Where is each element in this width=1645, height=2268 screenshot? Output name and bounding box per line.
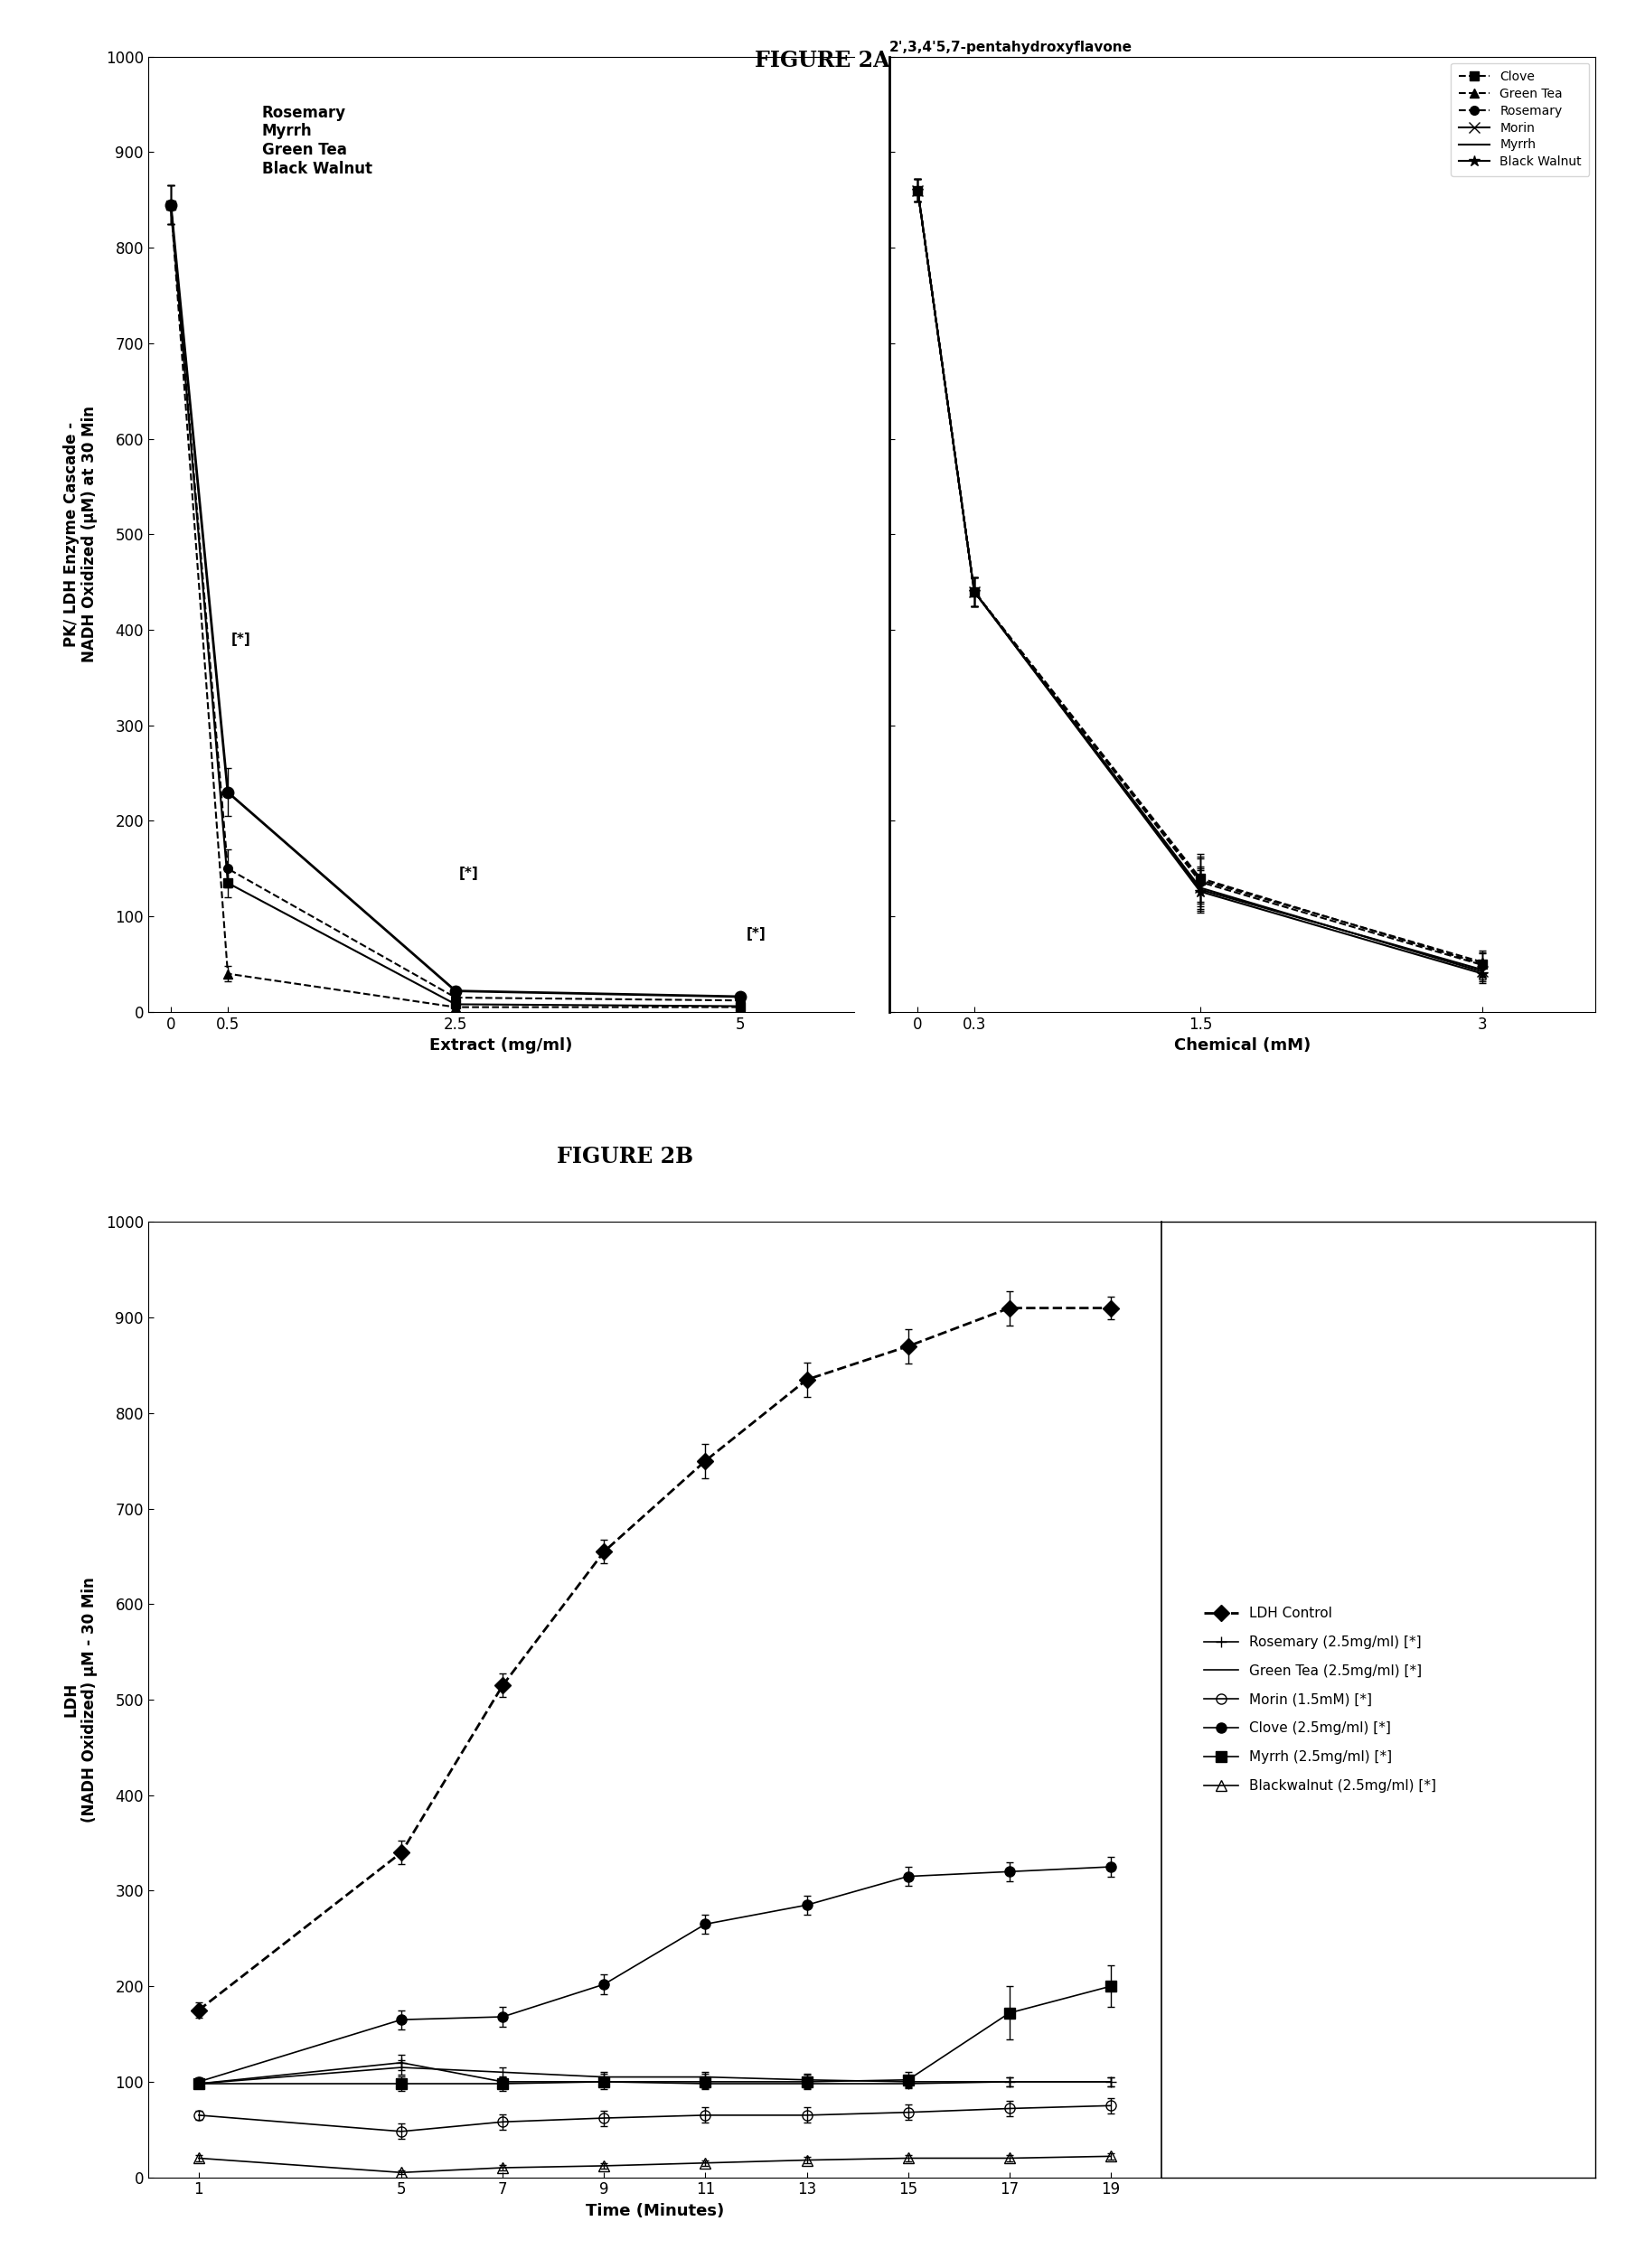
Text: 2',3,4'5,7-pentahydroxyflavone: 2',3,4'5,7-pentahydroxyflavone: [890, 41, 1133, 54]
X-axis label: Chemical (mM): Chemical (mM): [1175, 1036, 1311, 1055]
X-axis label: Extract (mg/ml): Extract (mg/ml): [429, 1036, 572, 1055]
Text: [*]: [*]: [232, 633, 250, 646]
Y-axis label: PK/ LDH Enzyme Cascade -
NADH Oxidized (μM) at 30 Min: PK/ LDH Enzyme Cascade - NADH Oxidized (…: [63, 406, 99, 662]
Legend: Clove, Green Tea, Rosemary, Morin, Myrrh, Black Walnut: Clove, Green Tea, Rosemary, Morin, Myrrh…: [1451, 64, 1589, 177]
Text: [*]: [*]: [745, 928, 765, 941]
Text: [*]: [*]: [459, 866, 479, 880]
Legend: LDH Control, Rosemary (2.5mg/ml) [*], Green Tea (2.5mg/ml) [*], Morin (1.5mM) [*: LDH Control, Rosemary (2.5mg/ml) [*], Gr…: [1189, 1592, 1451, 1808]
X-axis label: Time (Minutes): Time (Minutes): [586, 2202, 724, 2218]
Y-axis label: LDH
(NADH Oxidized) μM - 30 Min: LDH (NADH Oxidized) μM - 30 Min: [63, 1576, 99, 1823]
Text: Rosemary
Myrrh
Green Tea
Black Walnut: Rosemary Myrrh Green Tea Black Walnut: [262, 104, 372, 177]
Text: FIGURE 2A: FIGURE 2A: [755, 50, 890, 73]
Text: FIGURE 2B: FIGURE 2B: [558, 1145, 693, 1168]
